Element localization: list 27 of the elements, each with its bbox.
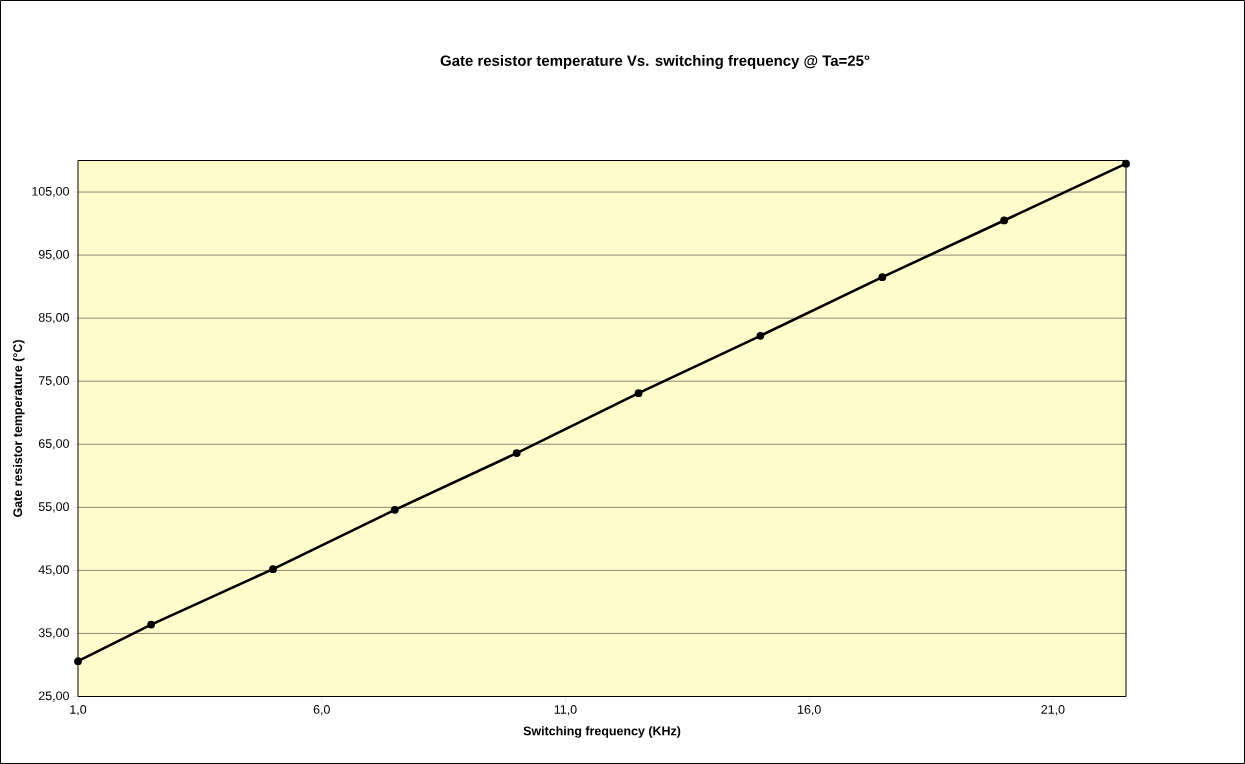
y-tick-label: 105,00: [32, 186, 69, 198]
y-tick-label: 35,00: [38, 628, 69, 639]
x-tick-label: 21,0: [1041, 705, 1065, 716]
point: [634, 389, 643, 398]
point: [74, 657, 82, 666]
point: [147, 620, 156, 629]
point: [1122, 159, 1130, 168]
y-tick-label: 25,00: [38, 691, 69, 702]
y-tick-label: 85,00: [38, 313, 69, 324]
y-tick-label: 45,00: [38, 565, 69, 576]
y-tick-label: 65,00: [38, 439, 69, 450]
point: [512, 449, 521, 457]
point: [269, 565, 277, 574]
x-axis-title: Switching frequency (KHz): [523, 726, 681, 738]
x-tick-label: 11,0: [554, 705, 577, 716]
x-tick-label: 1,0: [70, 705, 87, 716]
point: [756, 331, 765, 340]
y-tick-label: 55,00: [38, 502, 69, 513]
x-tick-label: 16,0: [798, 705, 821, 716]
y-tick-label: 75,00: [38, 376, 69, 387]
chart-title: Gate resistor temperature Vs. switching frequency @ Ta=25°: [440, 54, 870, 69]
y-axis-title: Gate resistor temperature (°C): [12, 340, 25, 517]
point: [878, 273, 887, 282]
point: [1000, 216, 1009, 225]
x-tick-label: 6,0: [313, 705, 330, 716]
y-tick-label: 95,00: [38, 249, 69, 261]
point: [390, 505, 399, 514]
